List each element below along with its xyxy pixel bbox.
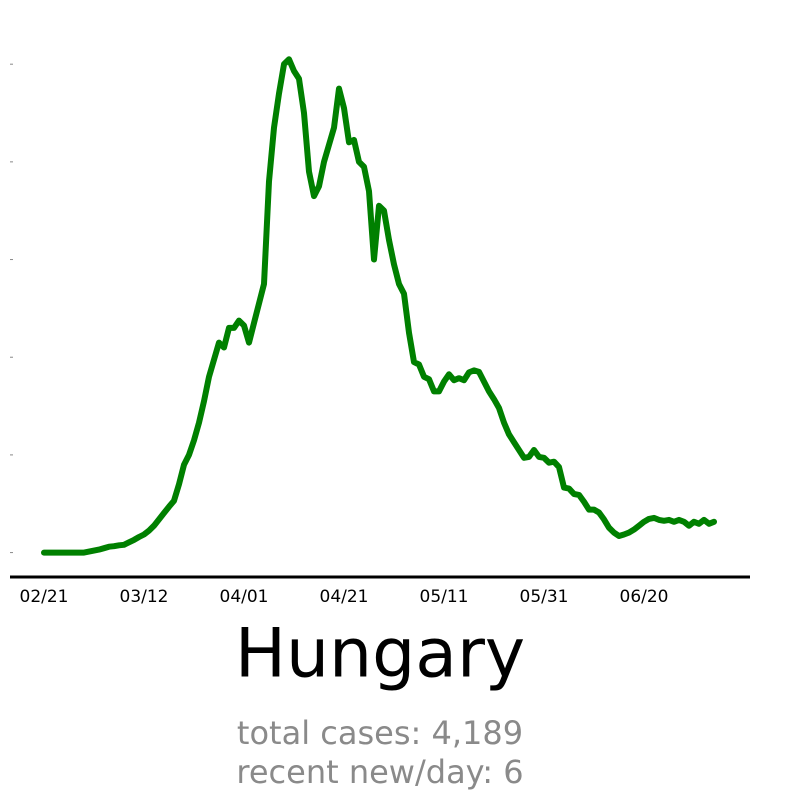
x-tick-label: 02/21 bbox=[20, 587, 69, 607]
recent-new-per-day: recent new/day: 6 bbox=[236, 753, 523, 791]
x-tick-label: 05/31 bbox=[520, 587, 569, 607]
x-tick-label: 05/11 bbox=[420, 587, 469, 607]
x-tick-label: 06/20 bbox=[620, 587, 669, 607]
data-line bbox=[41, 56, 717, 556]
total-cases: total cases: 4,189 bbox=[237, 714, 523, 752]
x-tick-label: 03/12 bbox=[120, 587, 169, 607]
x-tick-label: 04/21 bbox=[320, 587, 369, 607]
x-tick-label: 04/01 bbox=[220, 587, 269, 607]
chart-title: Hungary bbox=[235, 615, 525, 694]
